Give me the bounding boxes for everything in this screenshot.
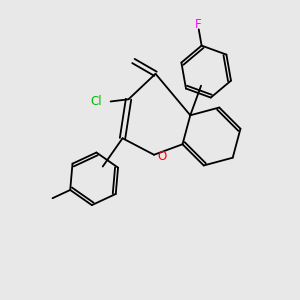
Text: F: F	[194, 17, 201, 31]
Text: Cl: Cl	[90, 95, 102, 108]
Text: O: O	[158, 150, 167, 163]
